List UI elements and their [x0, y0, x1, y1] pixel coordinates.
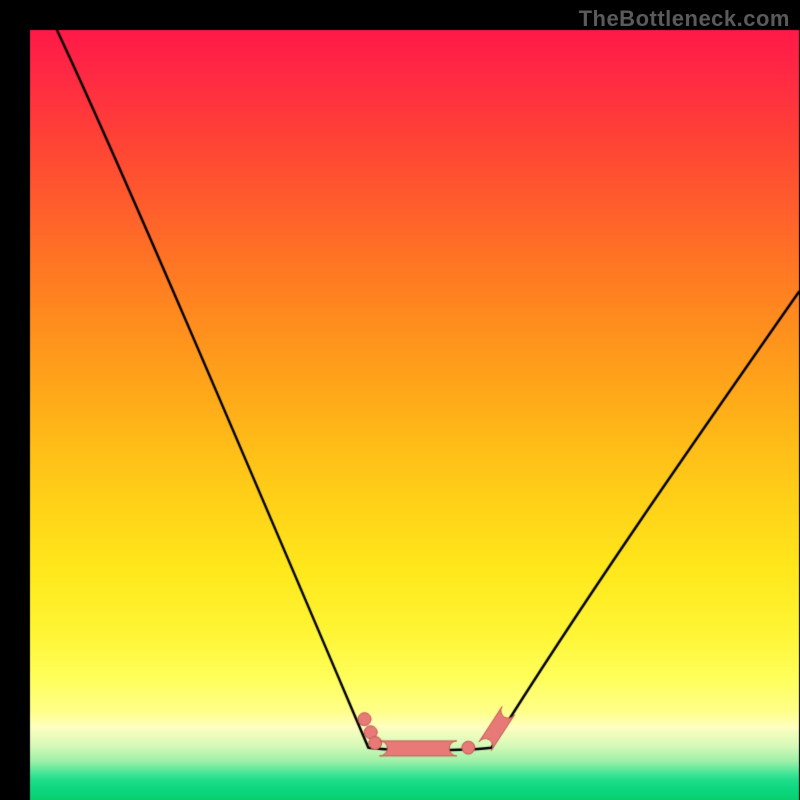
chart-wrapper: TheBottleneck.com: [0, 0, 800, 800]
bottleneck-chart-canvas: [0, 0, 800, 800]
watermark-text: TheBottleneck.com: [579, 6, 790, 32]
